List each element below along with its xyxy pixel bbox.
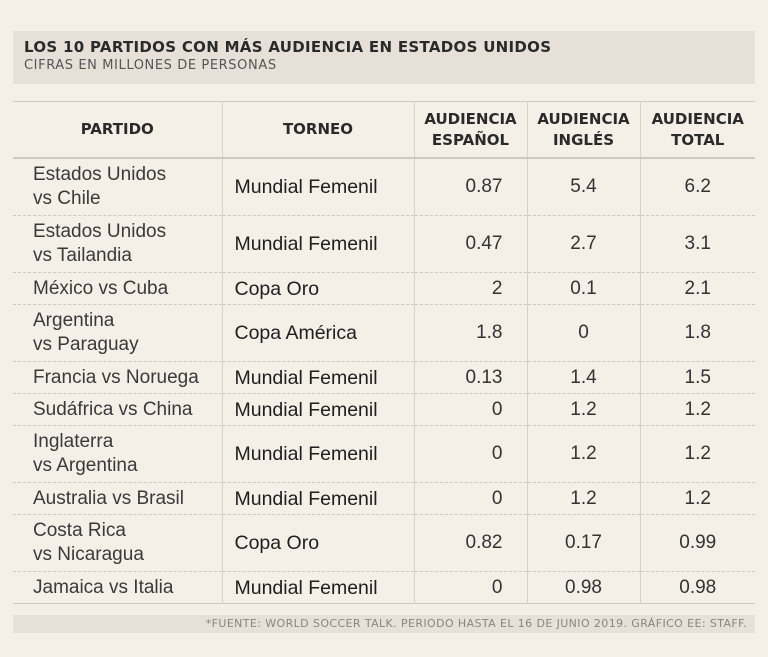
english-audience-cell: 0.1 [526,272,640,305]
page-title: LOS 10 PARTIDOS CON MÁS AUDIENCIA EN EST… [24,38,552,56]
total-audience-cell: 0.98 [639,571,755,604]
tournament-cell: Mundial Femenil [221,393,414,426]
total-audience-cell: 6.2 [639,158,755,216]
english-audience-cell: 2.7 [526,215,640,273]
english-audience-cell: 5.4 [526,158,640,216]
total-audience-cell: 3.1 [639,215,755,273]
source-footnote: *FUENTE: WORLD SOCCER TALK. PERIODO HAST… [13,615,755,633]
total-audience-cell: 1.2 [639,482,755,515]
tournament-cell: Mundial Femenil [221,215,414,273]
table-row: Costa Rica vs Nicaragua Copa Oro 0.82 0.… [13,514,755,572]
column-header-total: AUDIENCIA TOTAL [639,101,755,158]
english-audience-cell: 0 [526,304,640,362]
spanish-audience-cell: 1.8 [413,304,527,362]
spanish-audience-cell: 0.47 [413,215,527,273]
table-row: México vs Cuba Copa Oro 2 0.1 2.1 [13,272,755,305]
total-audience-cell: 1.2 [639,425,755,483]
table-row: Estados Unidos vs Tailandia Mundial Feme… [13,215,755,273]
english-audience-cell: 1.4 [526,361,640,394]
spanish-audience-cell: 0 [413,482,527,515]
tournament-cell: Copa Oro [221,272,414,305]
tournament-cell: Mundial Femenil [221,482,414,515]
english-audience-cell: 1.2 [526,393,640,426]
tournament-cell: Mundial Femenil [221,361,414,394]
table-row: Francia vs Noruega Mundial Femenil 0.13 … [13,361,755,394]
match-cell: Inglaterra vs Argentina [33,431,138,476]
tournament-cell: Copa América [221,304,414,362]
match-cell: Australia vs Brasil [33,487,184,509]
column-header-match: PARTIDO [80,120,154,138]
spanish-audience-cell: 0 [413,425,527,483]
spanish-audience-cell: 0.82 [413,514,527,572]
tournament-cell: Mundial Femenil [221,158,414,216]
total-audience-cell: 0.99 [639,514,755,572]
match-cell: Estados Unidos vs Tailandia [33,221,167,266]
match-cell: Francia vs Noruega [33,366,199,388]
spanish-audience-cell: 0 [413,393,527,426]
page-subtitle: CIFRAS EN MILLONES DE PERSONAS [24,58,277,73]
spanish-audience-cell: 2 [413,272,527,305]
total-audience-cell: 1.8 [639,304,755,362]
total-audience-cell: 2.1 [639,272,755,305]
tournament-cell: Copa Oro [221,514,414,572]
table-header: PARTIDO TORNEO AUDIENCIA ESPAÑOL AUDIENCI… [13,101,755,158]
column-header-english: AUDIENCIA INGLÉS [526,101,640,158]
english-audience-cell: 0.98 [526,571,640,604]
tournament-cell: Mundial Femenil [221,571,414,604]
match-cell: Jamaica vs Italia [33,576,174,598]
spanish-audience-cell: 0 [413,571,527,604]
header: LOS 10 PARTIDOS CON MÁS AUDIENCIA EN EST… [13,31,755,84]
total-audience-cell: 1.5 [639,361,755,394]
match-cell: Argentina vs Paraguay [33,310,139,355]
total-audience-cell: 1.2 [639,393,755,426]
english-audience-cell: 1.2 [526,425,640,483]
table-row: Sudáfrica vs China Mundial Femenil 0 1.2… [13,393,755,426]
column-header-tournament: TORNEO [221,101,414,158]
spanish-audience-cell: 0.13 [413,361,527,394]
audience-table: PARTIDO TORNEO AUDIENCIA ESPAÑOL AUDIENCI… [13,101,755,604]
tournament-cell: Mundial Femenil [221,425,414,483]
header-row: PARTIDO TORNEO AUDIENCIA ESPAÑOL AUDIENCI… [13,101,755,158]
table-body: Estados Unidos vs Chile Mundial Femenil … [13,158,755,604]
table-row: Australia vs Brasil Mundial Femenil 0 1.… [13,482,755,515]
spanish-audience-cell: 0.87 [413,158,527,216]
english-audience-cell: 0.17 [526,514,640,572]
column-header-spanish: AUDIENCIA ESPAÑOL [413,101,527,158]
table-row: Inglaterra vs Argentina Mundial Femenil … [13,425,755,483]
english-audience-cell: 1.2 [526,482,640,515]
match-cell: Costa Rica vs Nicaragua [33,520,144,565]
table-row: Estados Unidos vs Chile Mundial Femenil … [13,158,755,216]
table-row: Argentina vs Paraguay Copa América 1.8 0… [13,304,755,362]
match-cell: México vs Cuba [33,277,169,299]
match-cell: Sudáfrica vs China [33,398,193,420]
match-cell: Estados Unidos vs Chile [33,164,167,209]
table-row: Jamaica vs Italia Mundial Femenil 0 0.98… [13,571,755,604]
